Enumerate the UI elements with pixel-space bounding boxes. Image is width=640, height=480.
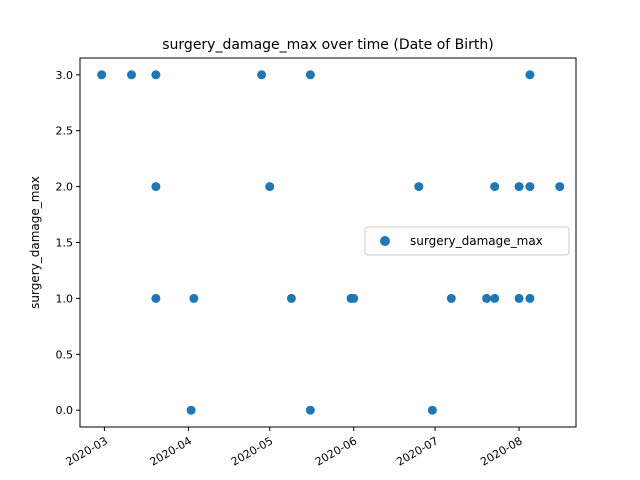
data-point [151, 293, 161, 303]
data-point [305, 405, 315, 415]
y-tick-label: 1.5 [56, 237, 74, 250]
y-tick-label: 3.0 [56, 69, 74, 82]
data-point [414, 182, 424, 192]
x-tick-label: 2020-05 [229, 434, 275, 468]
data-point [189, 293, 199, 303]
x-tick-label: 2020-03 [64, 434, 110, 468]
data-point [525, 293, 535, 303]
data-point [265, 182, 275, 192]
x-tick-label: 2020-07 [394, 434, 440, 468]
data-point [482, 293, 492, 303]
data-point [555, 182, 565, 192]
data-point [525, 182, 535, 192]
data-point [97, 70, 107, 80]
data-point [305, 70, 315, 80]
chart-title: surgery_damage_max over time (Date of Bi… [162, 37, 494, 53]
data-point [446, 293, 456, 303]
y-tick-label: 0.0 [56, 404, 74, 417]
legend: surgery_damage_max [364, 226, 570, 256]
data-point [186, 405, 196, 415]
legend-label: surgery_damage_max [410, 234, 543, 248]
legend-box [364, 226, 570, 256]
data-point [514, 293, 524, 303]
data-point [151, 182, 161, 192]
y-tick-label: 0.5 [56, 348, 74, 361]
data-point [126, 70, 136, 80]
legend-marker [380, 236, 390, 246]
y-tick-label: 2.0 [56, 181, 74, 194]
data-point [151, 70, 161, 80]
data-points [97, 70, 565, 415]
data-point [514, 182, 524, 192]
data-point [286, 293, 296, 303]
data-point [490, 293, 500, 303]
y-axis: 0.0 0.5 1.0 1.5 2.0 2.5 3.0 [56, 69, 80, 417]
x-tick-label: 2020-06 [313, 434, 359, 468]
data-point [257, 70, 267, 80]
x-axis: 2020-03 2020-04 2020-05 2020-06 2020-07 2020-… [64, 427, 525, 469]
x-tick-label: 2020-08 [478, 434, 524, 468]
x-tick-label: 2020-04 [148, 434, 194, 468]
y-tick-label: 1.0 [56, 292, 74, 305]
y-axis-label: surgery_damage_max [28, 176, 42, 309]
y-tick-label: 2.5 [56, 125, 74, 138]
data-point [349, 293, 359, 303]
data-point [490, 182, 500, 192]
data-point [525, 70, 535, 80]
data-point [427, 405, 437, 415]
